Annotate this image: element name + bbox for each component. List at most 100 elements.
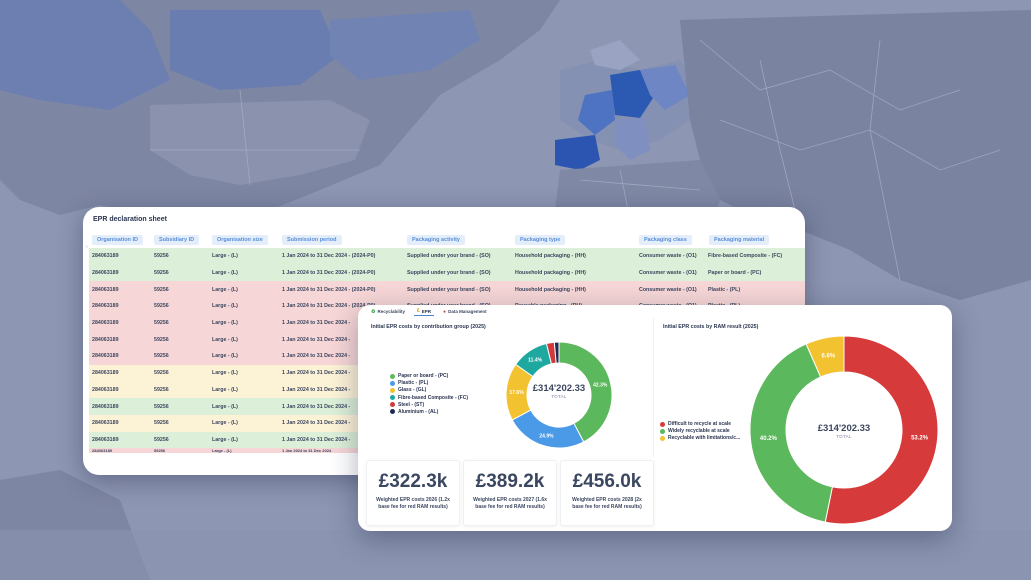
kpi-value: £322.3k: [378, 471, 448, 492]
tab-label: Data Management: [448, 309, 487, 314]
chart-title: Initial EPR costs by contribution group …: [371, 324, 486, 330]
table-cell: 284063189: [89, 314, 151, 332]
table-cell: 59256: [151, 248, 209, 265]
legend-label: Fibre-based Composite - (FC): [398, 394, 469, 401]
legend-item[interactable]: Plastic - (PL): [390, 380, 468, 386]
table-cell: Plastic - (PL): [705, 281, 805, 299]
table-row[interactable]: 284063189 59256 Large - (L) 1 Jan 2024 to 3…: [89, 264, 805, 282]
tab-epr[interactable]: ₤ EPR: [414, 307, 435, 316]
table-cell: Large - (L): [209, 331, 279, 349]
legend-swatch: [660, 435, 665, 441]
table-cell: 59256: [151, 281, 209, 299]
table-cell: 59256: [151, 364, 209, 382]
legend-swatch: [390, 380, 395, 386]
table-cell: Large - (L): [209, 281, 279, 299]
contribution-group-panel: Initial EPR costs by contribution group …: [364, 318, 654, 457]
legend-item[interactable]: Steel - (ST): [390, 402, 468, 408]
kpi-card-2027: £389.2k Weighted EPR costs 2027 (1.6x ba…: [463, 460, 557, 526]
donut-slice[interactable]: [558, 341, 613, 443]
coin-icon: ₤: [417, 308, 420, 314]
legend-label: Steel - (ST): [398, 401, 425, 408]
table-cell: 59256: [151, 448, 209, 454]
legend-item[interactable]: Paper or board - (PC): [390, 373, 468, 379]
row-expand-icon[interactable]: ›: [86, 244, 88, 250]
column-header[interactable]: Packaging class: [625, 231, 705, 248]
legend-item[interactable]: Fibre-based Composite - (FC): [390, 395, 468, 401]
tab-label: Recyclability: [377, 309, 405, 314]
donut-center-total: £314'202.33 TOTAL: [532, 383, 586, 399]
sheet-title: EPR declaration sheet: [93, 216, 167, 223]
ram-result-panel: Initial EPR costs by RAM result (2025) D…: [656, 318, 952, 531]
column-header[interactable]: Packaging type: [501, 231, 625, 248]
tab-recyclability[interactable]: ♻ Recyclability: [368, 307, 408, 316]
table-cell: 284063189: [89, 264, 151, 282]
database-icon: ●: [443, 308, 447, 315]
table-cell: Fibre-based Composite - (FC): [705, 248, 805, 265]
table-cell: Supplied under your brand - (SO): [393, 264, 501, 282]
slice-data-label: 17.6%: [509, 390, 524, 396]
table-cell: Large - (L): [209, 348, 279, 365]
donut-center-total: £314'202.33 TOTAL: [817, 423, 871, 439]
weighted-cost-kpis: £322.3k Weighted EPR costs 2026 (1.2x ba…: [366, 460, 654, 526]
table-cell: 59256: [151, 264, 209, 282]
table-row[interactable]: 284063189 59256 Large - (L) 1 Jan 2024 to 3…: [89, 281, 805, 299]
legend-item[interactable]: Recyclable with limitations/c...: [660, 435, 740, 441]
table-cell: 284063189: [89, 381, 151, 399]
legend-item[interactable]: Glass - (GL): [390, 387, 468, 393]
column-header[interactable]: Packaging material: [705, 231, 805, 248]
legend-label: Aluminium - (AL): [398, 408, 439, 415]
slice-data-label: 42.3%: [593, 382, 608, 388]
table-cell: 284063189: [89, 448, 151, 454]
table-cell: Large - (L): [209, 264, 279, 282]
table-cell: Paper or board - (PC): [705, 264, 805, 282]
column-header[interactable]: Organisation size: [209, 231, 279, 248]
table-cell: Supplied under your brand - (SO): [393, 281, 501, 299]
table-cell: 284063189: [89, 298, 151, 315]
table-cell: 59256: [151, 381, 209, 399]
table-cell: 59256: [151, 398, 209, 415]
kpi-value: £456.0k: [572, 471, 642, 492]
dashboard-tabs: ♻ Recyclability ₤ EPR ● Data Management: [368, 307, 490, 316]
table-cell: Large - (L): [209, 314, 279, 332]
kpi-label: Weighted EPR costs 2028 (2x base fee for…: [572, 497, 642, 510]
table-cell: 284063189: [89, 281, 151, 299]
legend-swatch: [390, 402, 395, 408]
donut-slice[interactable]: [824, 335, 939, 525]
table-cell: 284063189: [89, 248, 151, 265]
donut-slice[interactable]: [749, 343, 834, 523]
table-cell: Consumer waste - (O1): [625, 248, 705, 265]
legend-swatch: [390, 395, 395, 401]
table-cell: Household packaging - (HH): [501, 281, 625, 299]
table-cell: Consumer waste - (O1): [625, 264, 705, 282]
table-cell: 59256: [151, 331, 209, 349]
table-cell: 59256: [151, 414, 209, 432]
table-cell: 284063189: [89, 414, 151, 432]
table-cell: Large - (L): [209, 364, 279, 382]
donut-slice[interactable]: [553, 341, 560, 364]
column-header[interactable]: Packaging activity: [393, 231, 501, 248]
column-header[interactable]: Organisation ID: [89, 231, 151, 248]
slice-data-label: 6.6%: [822, 354, 836, 360]
chart-legend: Difficult to recycle at scale Widely recy…: [660, 421, 740, 441]
tab-data-management[interactable]: ● Data Management: [440, 307, 490, 316]
legend-item[interactable]: Difficult to recycle at scale: [660, 421, 740, 427]
table-row[interactable]: 284063189 59256 Large - (L) 1 Jan 2024 to 3…: [89, 248, 805, 265]
legend-swatch: [660, 428, 665, 434]
table-cell: Large - (L): [209, 448, 279, 454]
table-cell: Household packaging - (HH): [501, 264, 625, 282]
ram-donut-chart: 53.2% 40.2% 6.6%: [749, 335, 939, 525]
slice-data-label: 24.9%: [539, 433, 554, 439]
donut-slice[interactable]: [511, 409, 585, 449]
table-cell: 284063189: [89, 398, 151, 415]
chart-title: Initial EPR costs by RAM result (2025): [663, 324, 759, 330]
legend-item[interactable]: Widely recyclable at scale: [660, 428, 740, 434]
column-header[interactable]: Submission period: [279, 231, 393, 248]
column-header[interactable]: Subsidiary ID: [151, 231, 209, 248]
donut-slice[interactable]: [805, 335, 845, 378]
legend-item[interactable]: Aluminium - (AL): [390, 409, 468, 415]
table-header-row: Organisation ID Subsidiary ID Organisati…: [89, 231, 805, 248]
slice-data-label: 53.2%: [911, 436, 929, 442]
kpi-label: Weighted EPR costs 2027 (1.6x base fee f…: [473, 497, 547, 510]
table-cell: 284063189: [89, 348, 151, 365]
